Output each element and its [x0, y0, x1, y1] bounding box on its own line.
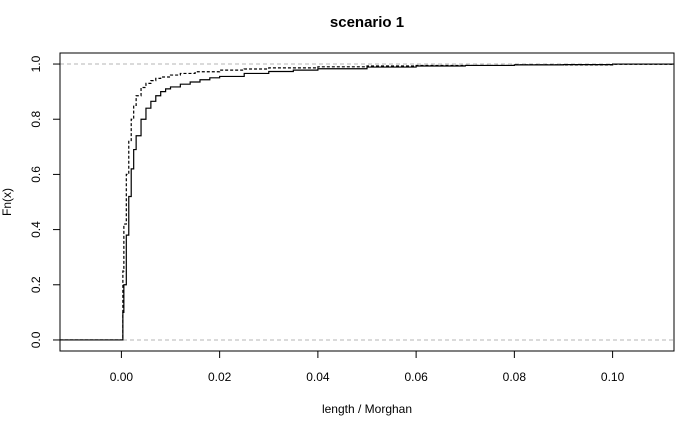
x-axis: 0.00 0.02 0.04 0.06 0.08 0.10 — [110, 351, 625, 384]
y-tick-label-4: 0.8 — [29, 111, 43, 128]
x-tick-label-2: 0.04 — [306, 370, 330, 384]
chart-title: scenario 1 — [330, 14, 404, 31]
y-tick-label-1: 0.2 — [29, 276, 43, 293]
x-tick-label-0: 0.00 — [110, 370, 134, 384]
series-line-0 — [60, 63, 674, 341]
y-tick-label-0: 0.0 — [29, 331, 43, 348]
y-tick-label-2: 0.4 — [29, 221, 43, 238]
series-line-1 — [60, 63, 675, 341]
y-axis-label: Fn(x) — [0, 188, 14, 216]
series-layer — [60, 63, 675, 341]
plot-frame — [59, 52, 675, 352]
x-tick-label-3: 0.06 — [404, 370, 428, 384]
x-axis-label: length / Morghan — [322, 402, 412, 416]
y-axis: 0.0 0.2 0.4 0.6 0.8 1.0 — [29, 55, 60, 348]
y-tick-label-5: 1.0 — [29, 55, 43, 72]
x-tick-label-4: 0.08 — [503, 370, 527, 384]
x-tick-label-5: 0.10 — [601, 370, 625, 384]
reference-lines — [60, 63, 674, 341]
y-tick-label-3: 0.6 — [29, 166, 43, 183]
x-tick-label-1: 0.02 — [208, 370, 232, 384]
